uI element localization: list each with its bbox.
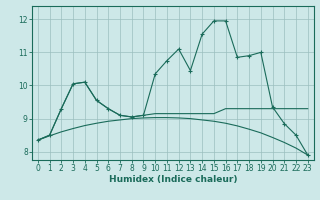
X-axis label: Humidex (Indice chaleur): Humidex (Indice chaleur)	[108, 175, 237, 184]
